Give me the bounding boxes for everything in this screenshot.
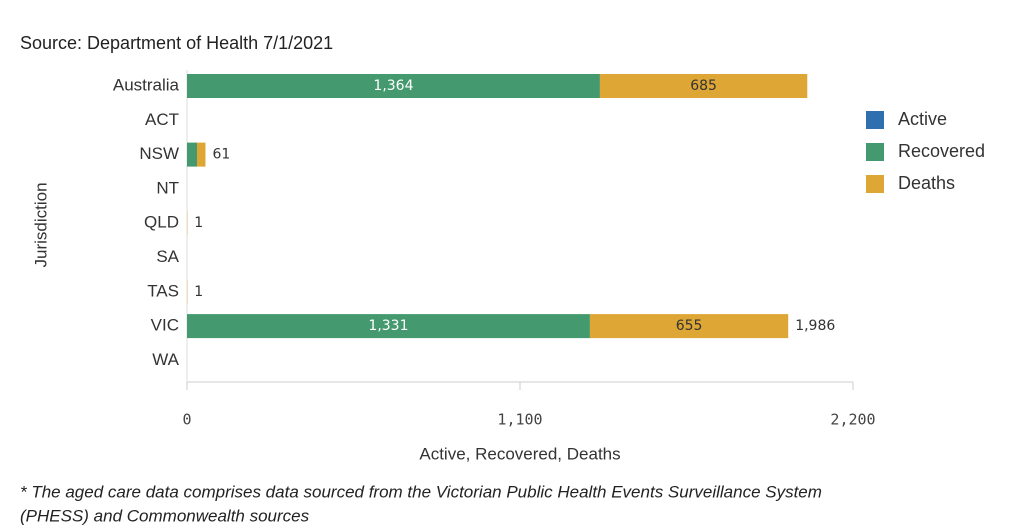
y-tick-label: SA — [156, 247, 179, 266]
y-axis-label: Jurisdiction — [31, 182, 50, 267]
bar-segment — [187, 74, 600, 98]
chart-title: Source: Department of Health 7/1/2021 — [20, 33, 333, 53]
y-tick-label: WA — [152, 350, 179, 369]
x-tick-label: 2,200 — [830, 411, 875, 429]
x-axis-label: Active, Recovered, Deaths — [419, 444, 620, 463]
legend-swatch — [866, 175, 884, 193]
y-tick-label: ACT — [145, 110, 179, 129]
total-label: 1 — [194, 215, 203, 231]
bar-segment — [187, 142, 197, 167]
total-label: 1 — [194, 284, 203, 300]
y-tick-label: QLD — [144, 213, 179, 232]
bar-segment — [599, 74, 808, 98]
y-tick-label: NT — [156, 178, 179, 197]
total-label: 61 — [212, 147, 230, 163]
x-tick-label: 1,100 — [497, 411, 542, 429]
legend-swatch — [866, 111, 884, 129]
x-tick-label: 0 — [182, 411, 191, 429]
legend-label: Deaths — [898, 173, 955, 193]
value-label: 685 — [690, 78, 717, 94]
legend-label: Active — [898, 109, 947, 129]
bar-segment — [196, 142, 206, 167]
y-tick-label: VIC — [151, 316, 179, 335]
total-label: 1,986 — [795, 318, 835, 334]
bar-segment — [187, 314, 590, 339]
value-label: 1,364 — [373, 78, 413, 94]
footnote: * The aged care data comprises data sour… — [20, 482, 822, 501]
y-tick-label: Australia — [113, 75, 180, 94]
value-label: 655 — [676, 318, 703, 334]
y-tick-label: TAS — [147, 281, 179, 300]
bar-segment — [589, 314, 789, 339]
footnote: (PHESS) and Commonwealth sources — [20, 506, 310, 525]
legend-swatch — [866, 143, 884, 161]
value-label: 1,331 — [368, 318, 408, 334]
y-tick-label: NSW — [139, 144, 179, 163]
legend-label: Recovered — [898, 141, 985, 161]
